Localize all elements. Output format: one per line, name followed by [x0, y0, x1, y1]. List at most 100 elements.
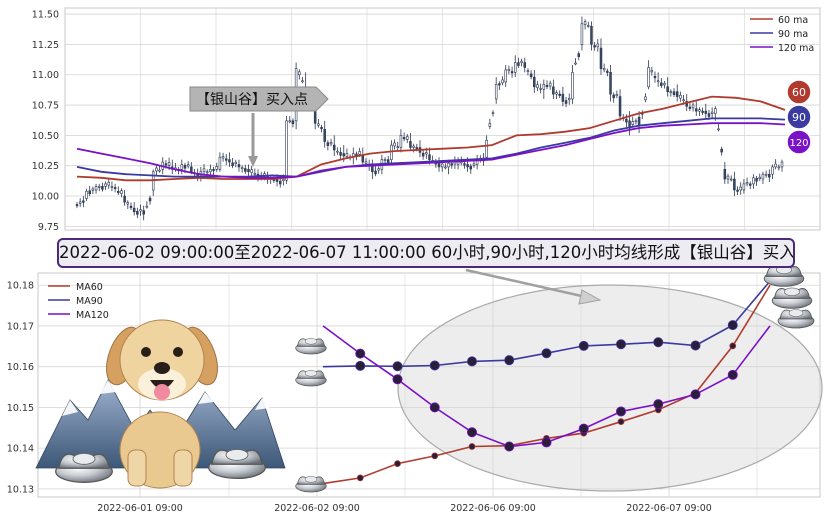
candle-down [533, 76, 536, 88]
bottom-point-MA90 [578, 340, 589, 351]
callout-label: 【银山谷】买入点 [196, 92, 308, 108]
candle-down [164, 163, 168, 166]
candle-up [393, 142, 396, 147]
candle-up [726, 175, 730, 180]
candle-up [536, 84, 539, 88]
bottom-point-MA120 [504, 441, 515, 452]
candle-up [491, 112, 495, 115]
candle-down [428, 154, 431, 160]
candle-down [88, 190, 91, 194]
bottom-y-tick-label: 10.17 [7, 321, 34, 332]
top-y-tick-label: 10.75 [32, 101, 59, 112]
candle-up [377, 168, 380, 171]
bottom-point-MA90 [466, 356, 477, 367]
candle-down [498, 83, 501, 86]
candle-up [710, 111, 714, 114]
bottom-y-tick-label: 10.13 [7, 484, 34, 495]
candle-up [698, 109, 701, 112]
candle-down [339, 152, 342, 156]
bottom-point-MA60 [617, 418, 625, 426]
candle-up [615, 93, 619, 97]
candle-down [278, 180, 282, 185]
candle-up [682, 99, 685, 102]
top-y-tick-label: 9.75 [38, 222, 59, 233]
legend-label-ma120: MA120 [76, 310, 109, 321]
bottom-point-MA120 [466, 427, 477, 438]
candle-down [415, 147, 419, 150]
candle-up [739, 186, 742, 191]
bottom-ma-markers [355, 320, 738, 482]
bottom-point-MA90 [616, 339, 627, 350]
candle-up [364, 161, 368, 164]
candle-up [555, 92, 558, 95]
bottom-point-MA60 [729, 342, 737, 350]
candle-down [558, 93, 561, 96]
candle-down [736, 189, 739, 192]
candle-down [688, 106, 692, 109]
candle-down [237, 164, 241, 168]
candle-up [209, 169, 212, 173]
highlight-ellipse [397, 284, 823, 492]
candle-down [723, 169, 727, 180]
candle-down [409, 141, 412, 148]
candle-up [485, 139, 488, 158]
candle-up [542, 84, 546, 90]
candle-up [107, 181, 111, 186]
golden-retriever-icon [106, 319, 218, 489]
candle-up [329, 142, 333, 145]
top-legend: 60 ma 90 ma 120 ma [750, 15, 814, 54]
candle-up [301, 80, 304, 83]
candle-down [129, 205, 133, 208]
candle-up [120, 190, 123, 194]
candle-up [663, 83, 666, 86]
candle-down [695, 108, 698, 112]
top-line-90-ma [76, 117, 786, 178]
candle-up [221, 156, 225, 159]
candle-up [85, 190, 88, 199]
candle-down [517, 62, 520, 66]
candle-up [526, 70, 530, 72]
candle-up [167, 162, 171, 166]
candle-up [504, 69, 507, 83]
candle-up [650, 70, 654, 73]
legend-label-ma90: MA90 [76, 296, 103, 307]
candle-down [707, 113, 711, 117]
candle-up [771, 166, 774, 175]
legend-label-60ma: 60 ma [778, 15, 808, 26]
candle-up [282, 178, 285, 181]
badge-60-label: 60 [792, 86, 806, 99]
badge-60 [786, 79, 812, 105]
candle-up [425, 152, 428, 155]
candle-down [225, 158, 228, 161]
candle-down [231, 162, 234, 167]
candlestick-panel: 9.7510.0010.2510.5010.7511.0011.2511.50 … [32, 7, 821, 233]
candle-up [336, 150, 339, 153]
candle-down [618, 96, 622, 117]
callout-arrow-shape [189, 86, 329, 112]
candle-down [212, 169, 215, 172]
candle-down [136, 211, 139, 215]
candle-down [755, 177, 758, 182]
candle-up [656, 80, 660, 83]
candle-up [472, 163, 476, 166]
candle-down [666, 86, 669, 93]
signal-banner: 2022-06-02 09:00:00至2022-06-07 11:00:00 … [57, 238, 795, 268]
bottom-x-tick-label: 2022-06-02 09:00 [274, 503, 360, 514]
candle-down [701, 110, 704, 113]
candle-down [545, 84, 549, 87]
candle-down [244, 168, 247, 172]
top-grid [65, 8, 820, 230]
bottom-x-tick-label: 2022-06-06 09:00 [450, 503, 536, 514]
candle-up [358, 151, 361, 155]
banner-connector-arrow [465, 268, 602, 305]
bottom-point-MA90 [392, 361, 403, 372]
bottom-legend: MA60 MA90 MA120 [48, 282, 109, 321]
candle-up [574, 62, 577, 65]
top-y-tick-label: 10.25 [32, 161, 59, 172]
bottom-point-MA120 [727, 369, 738, 380]
candle-down [593, 45, 596, 48]
badge-90-label: 90 [792, 111, 806, 124]
candle-up [94, 186, 98, 191]
top-ma-lines [76, 95, 786, 182]
candle-up [285, 120, 288, 181]
